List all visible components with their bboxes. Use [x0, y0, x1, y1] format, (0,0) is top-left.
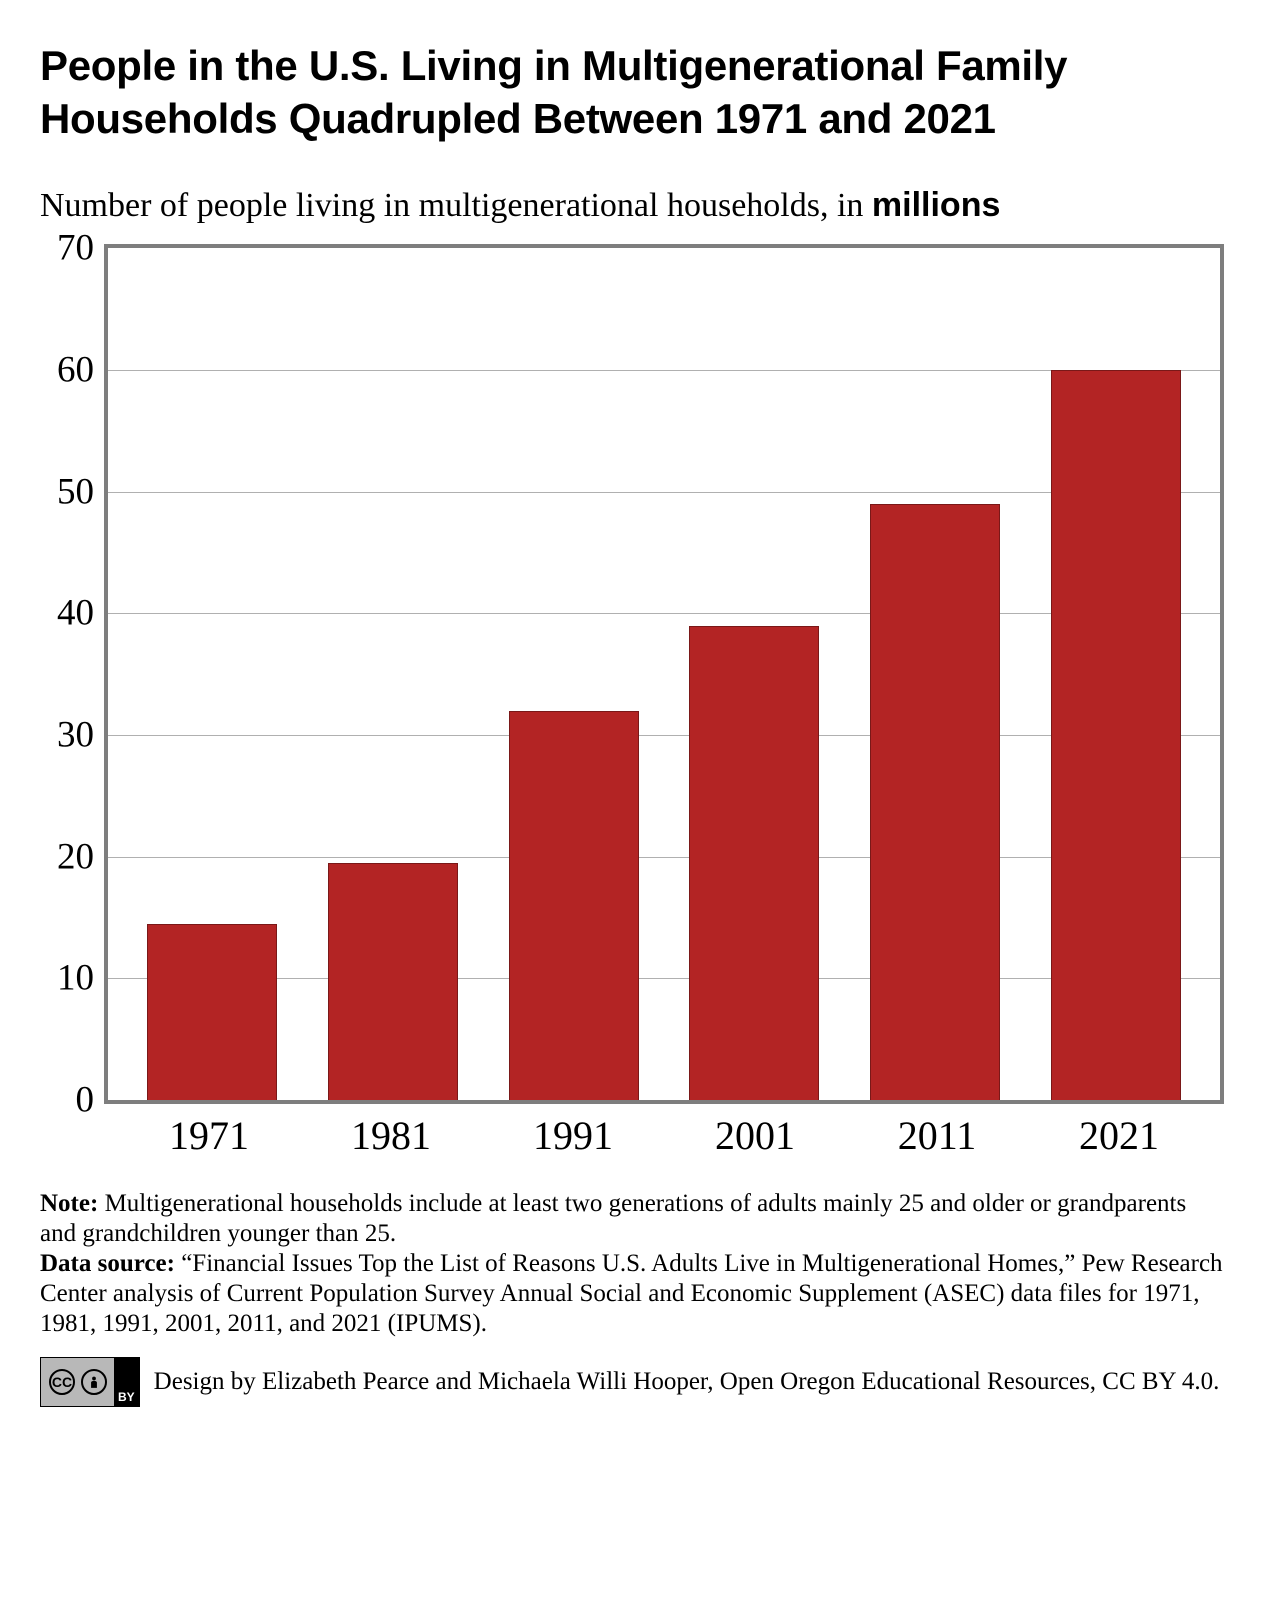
bar [1051, 370, 1181, 1100]
chart-subtitle: Number of people living in multigenerati… [40, 183, 1224, 228]
chart-notes: Note: Multigenerational households inclu… [40, 1189, 1224, 1339]
y-axis: 010203040506070 [40, 244, 104, 1104]
bar [147, 924, 277, 1100]
bar-column [1025, 248, 1206, 1100]
x-tick-label: 1981 [300, 1112, 482, 1159]
cc-by-label: BY [114, 1358, 139, 1406]
x-tick-label: 2011 [846, 1112, 1028, 1159]
plot-area [104, 244, 1224, 1104]
bar-column [845, 248, 1026, 1100]
y-tick-label: 10 [57, 957, 94, 1000]
y-tick-label: 40 [57, 592, 94, 635]
bar [509, 711, 639, 1100]
note-text: Multigenerational households include at … [40, 1190, 1186, 1247]
bar [328, 863, 458, 1100]
bar-column [664, 248, 845, 1100]
by-icon [81, 1369, 107, 1395]
credit-text: Design by Elizabeth Pearce and Michaela … [154, 1367, 1220, 1397]
y-tick-label: 0 [76, 1079, 95, 1122]
cc-by-badge: CC BY [40, 1357, 140, 1407]
x-tick-label: 1971 [118, 1112, 300, 1159]
bar-column [303, 248, 484, 1100]
bar [870, 504, 1000, 1100]
y-tick-label: 30 [57, 714, 94, 757]
x-tick-label: 2021 [1028, 1112, 1210, 1159]
subtitle-emphasis: millions [872, 186, 1000, 224]
x-tick-label: 2001 [664, 1112, 846, 1159]
cc-icon: CC [49, 1369, 75, 1395]
y-tick-label: 70 [57, 227, 94, 270]
bar-column [122, 248, 303, 1100]
chart-title: People in the U.S. Living in Multigenera… [40, 40, 1224, 145]
bar-chart: 010203040506070 197119811991200120112021 [40, 244, 1224, 1159]
source-text: “Financial Issues Top the List of Reason… [40, 1250, 1223, 1337]
credit-row: CC BY Design by Elizabeth Pearce and Mic… [40, 1357, 1224, 1407]
cc-badge-icons: CC [41, 1358, 115, 1406]
bar [689, 626, 819, 1101]
person-icon [87, 1375, 101, 1389]
y-tick-label: 60 [57, 348, 94, 391]
x-tick-label: 1991 [482, 1112, 664, 1159]
subtitle-text: Number of people living in multigenerati… [40, 187, 872, 224]
source-label: Data source: [40, 1250, 175, 1277]
bar-column [483, 248, 664, 1100]
y-tick-label: 20 [57, 835, 94, 878]
x-axis: 197119811991200120112021 [40, 1104, 1224, 1159]
note-label: Note: [40, 1190, 98, 1217]
bars-container [108, 248, 1220, 1100]
y-tick-label: 50 [57, 470, 94, 513]
